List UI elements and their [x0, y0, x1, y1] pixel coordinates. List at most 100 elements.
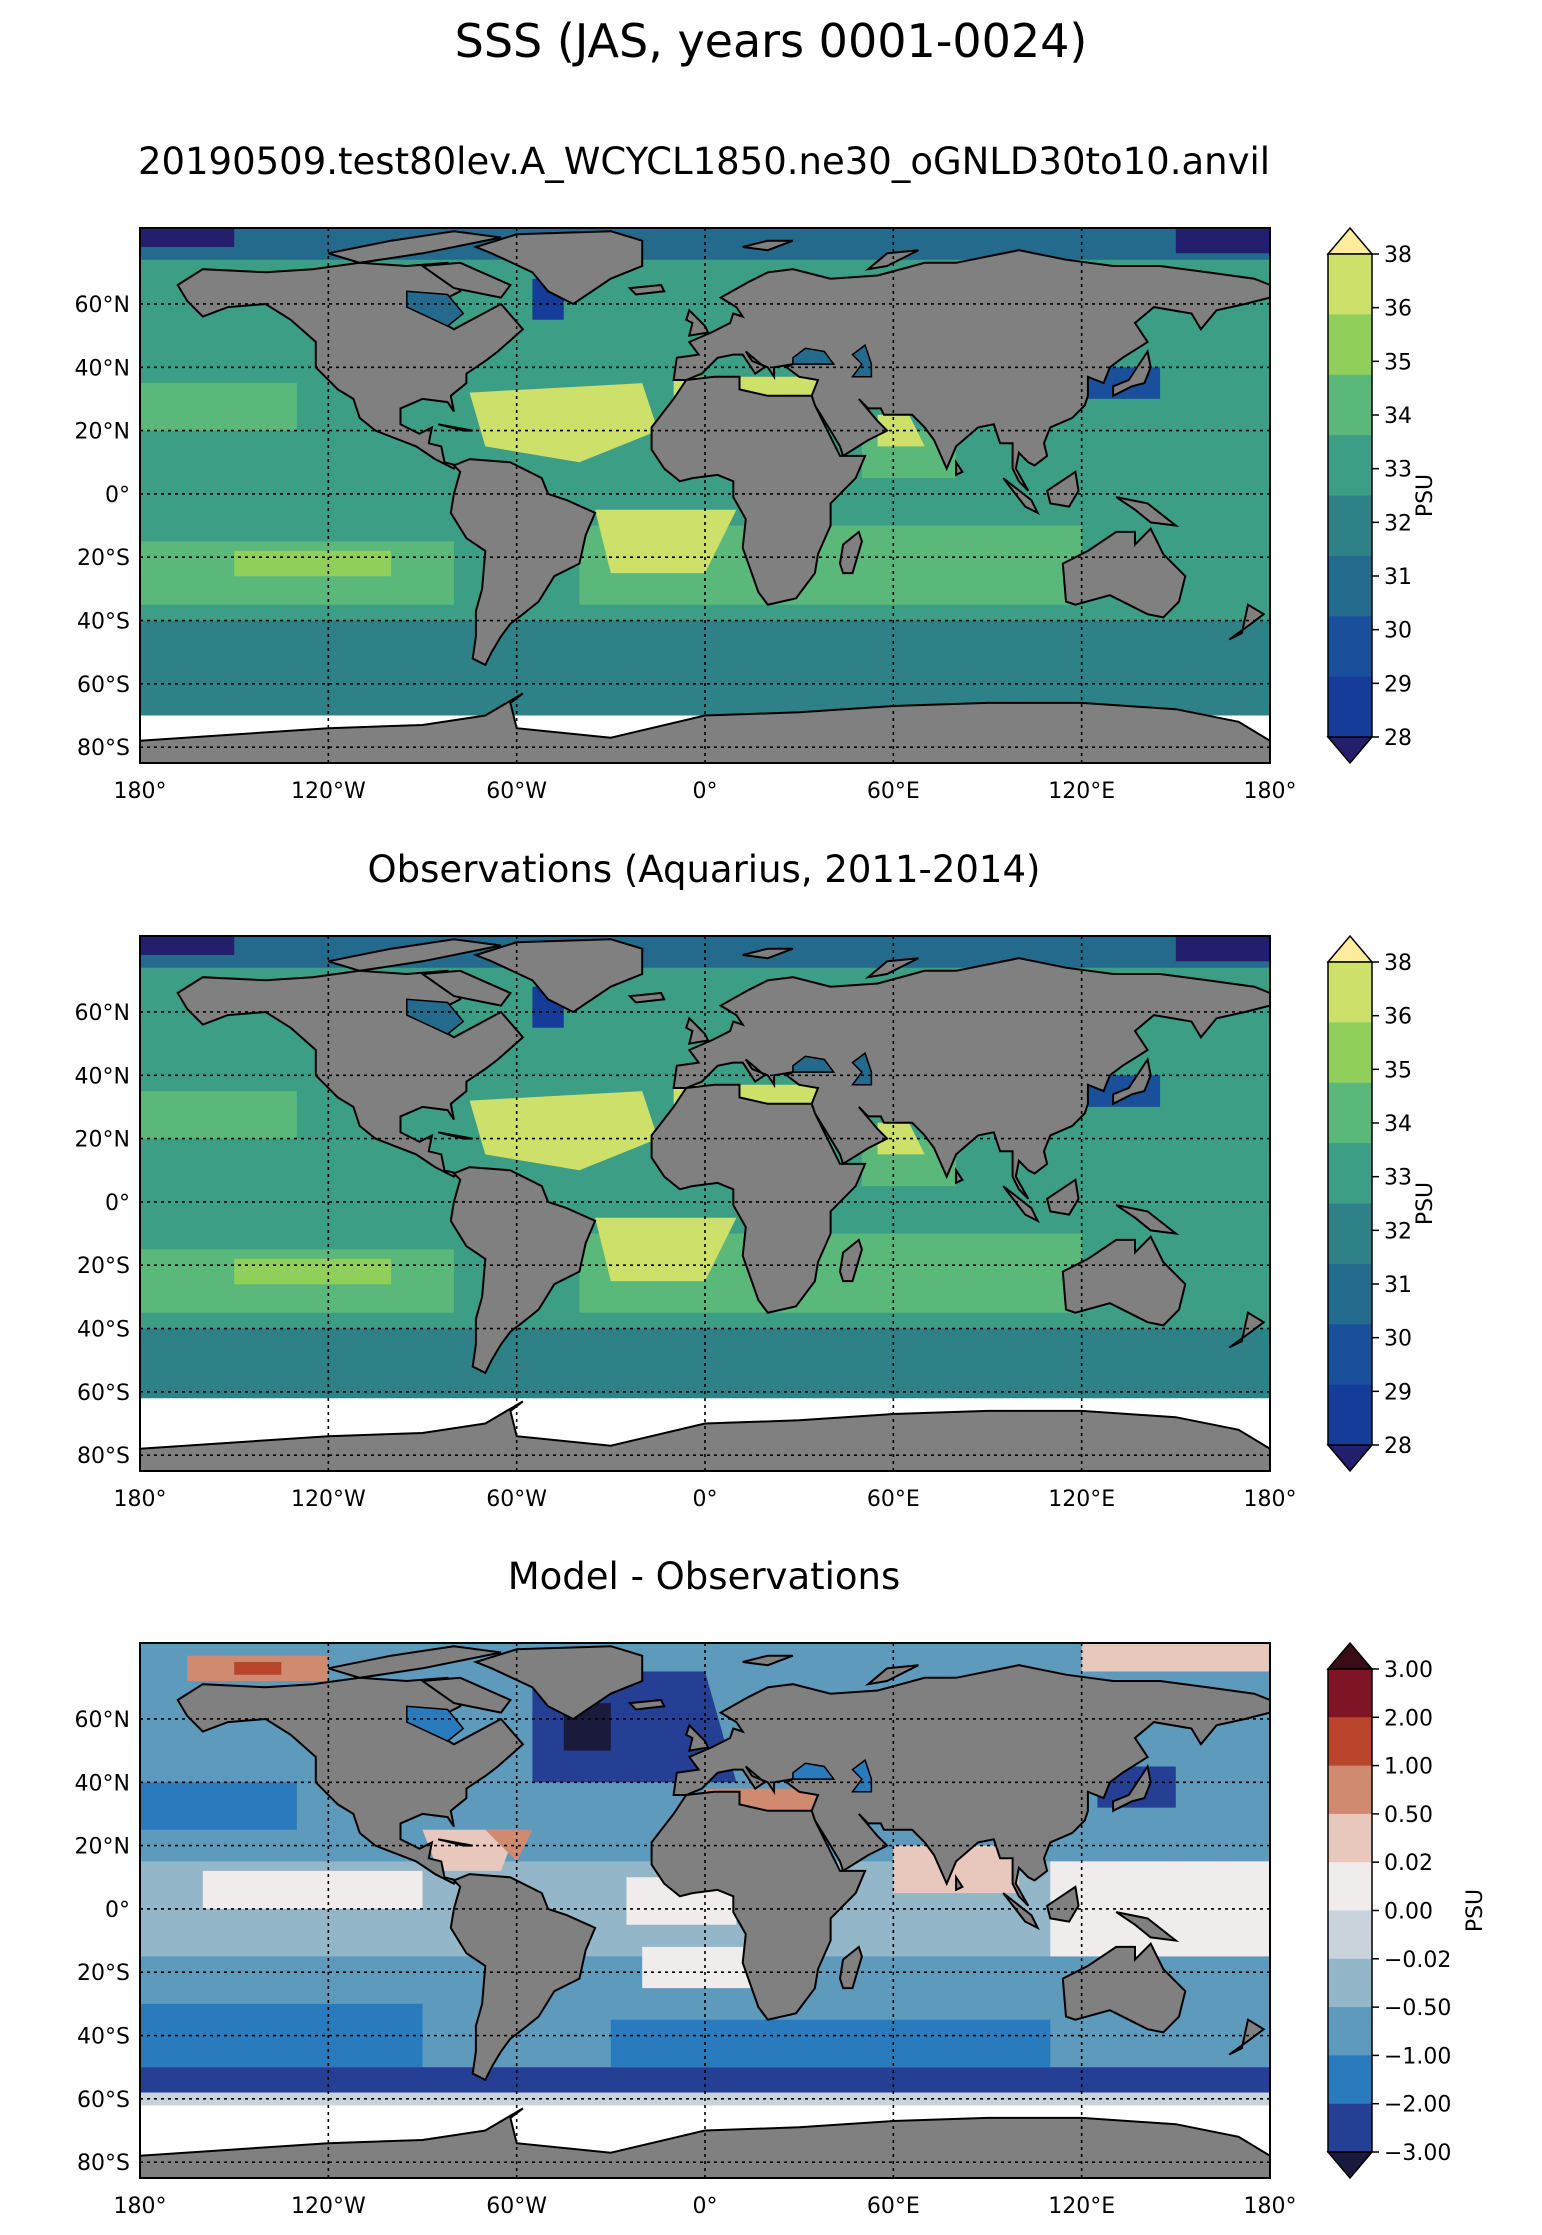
colorbar-frame — [1327, 253, 1373, 738]
colorbar-tick-label: 36 — [1384, 297, 1412, 322]
land-svalbard — [742, 239, 794, 252]
lon-tick-label: 60°E — [867, 1487, 920, 1512]
field-region-9 — [877, 1122, 925, 1155]
land-cuba — [437, 1131, 473, 1140]
lon-tick-label: 120°E — [1048, 1487, 1115, 1512]
lon-tick-label: 180° — [1244, 779, 1297, 804]
land-madagascar — [838, 1945, 863, 1990]
land-borneo — [1045, 1178, 1080, 1216]
colorbar-bin — [1328, 2007, 1372, 2056]
colorbar-extend-bottom — [1326, 1444, 1374, 1473]
colorbar-label: PSU — [1463, 1889, 1488, 1932]
lat-tick-label: 40°N — [75, 1064, 130, 1089]
colorbar-2: 3.00 2.00 1.00 0.50 0.02 0.00 −0.02 −0.50 −1.00 −… — [1326, 1641, 1488, 2180]
lon-tick-label: 180° — [1244, 1487, 1297, 1512]
lat-tick-label: 20°S — [77, 1254, 130, 1279]
map-frame — [139, 227, 1271, 764]
colorbar-bin — [1328, 1910, 1372, 1960]
land-japan — [1112, 348, 1152, 398]
land-borneo — [1045, 470, 1080, 508]
colorbar-tick-label: 35 — [1384, 350, 1412, 375]
field-region-2 — [202, 1870, 423, 1909]
field-region-8 — [140, 1782, 297, 1830]
colorbar-tick-label: −2.00 — [1384, 2093, 1451, 2118]
land-nz — [1228, 603, 1266, 641]
land-japan — [1112, 1056, 1152, 1106]
colorbar-bin — [1328, 1862, 1372, 1911]
lat-tick-label: 20°S — [77, 1961, 130, 1986]
lat-tick-label: 0° — [105, 1898, 130, 1923]
land-greenland — [472, 1645, 644, 1721]
land-novayaZemlya — [864, 1664, 919, 1686]
lat-tick-label: 20°S — [77, 546, 130, 571]
colorbar-tick-label: −1.00 — [1384, 2044, 1451, 2069]
colorbar-tick-label: −0.02 — [1384, 1948, 1451, 1973]
figure-title: SSS (JAS, years 0001-0024) — [454, 14, 1088, 68]
colorbar-extend-top — [1326, 226, 1374, 255]
land-southAmerica — [449, 1873, 597, 2082]
colorbar-tick-label: 0.50 — [1384, 1803, 1433, 1828]
colorbar-bin — [1328, 254, 1372, 315]
lat-tick-label: 40°S — [77, 1318, 130, 1343]
colorbar-tick-label: 30 — [1384, 1327, 1412, 1352]
land-britain — [684, 1723, 710, 1752]
colorbar-bin — [1328, 435, 1372, 496]
lon-tick-label: 180° — [1244, 2194, 1297, 2219]
colorbar-tick-label: 1.00 — [1384, 1755, 1433, 1780]
land-britain — [684, 1016, 710, 1045]
land-greenland — [472, 938, 644, 1014]
colorbar-tick-label: 0.00 — [1384, 1900, 1433, 1925]
colorbar-tick-label: −0.50 — [1384, 1996, 1451, 2021]
land-eurasia — [672, 1664, 1270, 1907]
colorbar-bin — [1328, 2055, 1372, 2105]
colorbar-tick-label: 31 — [1384, 1273, 1412, 1298]
lon-tick-label: 120°W — [291, 779, 366, 804]
colorbar-0: 38 36 35 34 33 32 31 30 29 28 PSU — [1326, 226, 1438, 765]
colorbar-bin — [1328, 616, 1372, 678]
colorbar-bin — [1328, 1082, 1372, 1144]
colorbar-tick-label: 38 — [1384, 951, 1412, 976]
field-region-4 — [893, 1845, 1019, 1894]
field-region-7 — [469, 1091, 658, 1171]
land-cuba — [437, 423, 473, 432]
land-sumatraBorneo — [1002, 1892, 1040, 1931]
colorbar-bin — [1328, 1263, 1372, 1325]
land-sumatraBorneo — [1002, 1185, 1040, 1224]
lon-tick-label: 0° — [693, 779, 718, 804]
land-sriLanka — [955, 1873, 964, 1892]
land-baffin — [419, 969, 512, 1007]
colorbar-extend-bottom — [1326, 736, 1374, 765]
lat-tick-label: 40°N — [75, 356, 130, 381]
colorbar-tick-label: 38 — [1384, 243, 1412, 268]
colorbar-label: PSU — [1413, 474, 1438, 517]
panel-title-difference: Model - Observations — [507, 1555, 901, 1598]
lat-tick-label: 80°S — [77, 2151, 130, 2176]
lon-tick-label: 180° — [114, 2194, 167, 2219]
colorbar-tick-label: 34 — [1384, 404, 1412, 429]
land-cuba — [437, 1838, 473, 1847]
lat-tick-label: 60°S — [77, 673, 130, 698]
land-sumatraBorneo — [1002, 477, 1040, 516]
colorbar-tick-label: −3.00 — [1384, 2141, 1451, 2166]
colorbar-bin — [1328, 1958, 1372, 2008]
field-region-7 — [469, 383, 658, 463]
lat-tick-label: 40°N — [75, 1771, 130, 1796]
colorbar-bin — [1328, 1669, 1372, 1718]
lon-tick-label: 120°E — [1048, 779, 1115, 804]
panel-title-observations: Observations (Aquarius, 2011-2014) — [367, 848, 1041, 891]
lon-tick-label: 120°E — [1048, 2194, 1115, 2219]
land-baffin — [419, 1676, 512, 1714]
field-region-12 — [140, 228, 235, 247]
lat-tick-label: 60°S — [77, 1381, 130, 1406]
colorbar-label: PSU — [1413, 1182, 1438, 1225]
lon-tick-label: 0° — [693, 2194, 718, 2219]
land-svalbard — [742, 947, 794, 960]
land-australia — [1061, 527, 1187, 619]
lon-tick-label: 60°E — [867, 779, 920, 804]
map-panel-2: 60°N 40°N 20°N 0° 20°S 40°S 60°S 80°S 180° 120°W 6… — [75, 1641, 1488, 2219]
land-baffin — [419, 261, 512, 299]
colorbar-tick-label: 33 — [1384, 1166, 1412, 1191]
map-area — [140, 1643, 1270, 2178]
water-black — [792, 347, 836, 365]
